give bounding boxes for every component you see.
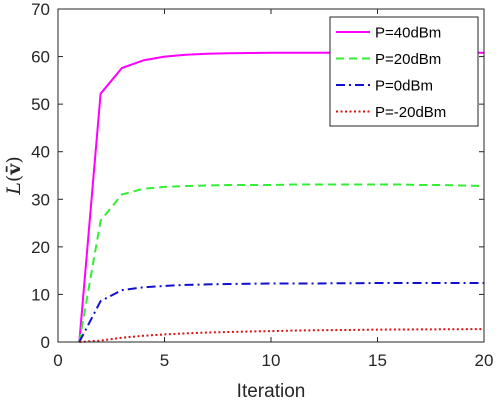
y-axis-label-symbol: L bbox=[3, 182, 25, 196]
x-tick-label: 10 bbox=[262, 351, 281, 370]
y-tick-label: 10 bbox=[31, 285, 50, 304]
x-tick-label: 0 bbox=[53, 351, 62, 370]
legend-label: P=40dBm bbox=[375, 25, 441, 42]
y-axis-label-open: ( bbox=[3, 175, 25, 182]
series-line-3 bbox=[78, 282, 484, 343]
y-tick-label: 50 bbox=[31, 95, 50, 114]
legend: P=40dBm P=20dBm P=0dBm P=-20dBm bbox=[329, 16, 479, 127]
x-tick-label: 20 bbox=[475, 351, 494, 370]
y-tick-label: 30 bbox=[31, 190, 50, 209]
y-tick-label: 60 bbox=[31, 48, 50, 67]
y-axis-label-vector: v̄ bbox=[3, 163, 25, 176]
x-tick-label: 5 bbox=[160, 351, 169, 370]
legend-label: P=0dBm bbox=[375, 78, 433, 95]
series-line-4 bbox=[79, 328, 485, 343]
y-tick-label: 20 bbox=[31, 238, 50, 257]
y-tick-label: 0 bbox=[41, 333, 50, 352]
tick-layer: 0 5 10 15 20 0 10 20 30 40 50 60 70 bbox=[31, 0, 493, 370]
y-tick-label: 40 bbox=[31, 143, 50, 162]
legend-label: P=20dBm bbox=[375, 51, 441, 68]
x-tick-label: 15 bbox=[368, 351, 387, 370]
legend-label: P=-20dBm bbox=[375, 104, 446, 121]
y-tick-label: 70 bbox=[31, 0, 50, 19]
y-axis-label: L(v̄) bbox=[3, 156, 25, 196]
x-axis-label: Iteration bbox=[237, 381, 306, 402]
y-axis-label-close: ) bbox=[3, 156, 25, 163]
legend-box bbox=[329, 16, 479, 127]
series-line-2 bbox=[78, 183, 485, 343]
